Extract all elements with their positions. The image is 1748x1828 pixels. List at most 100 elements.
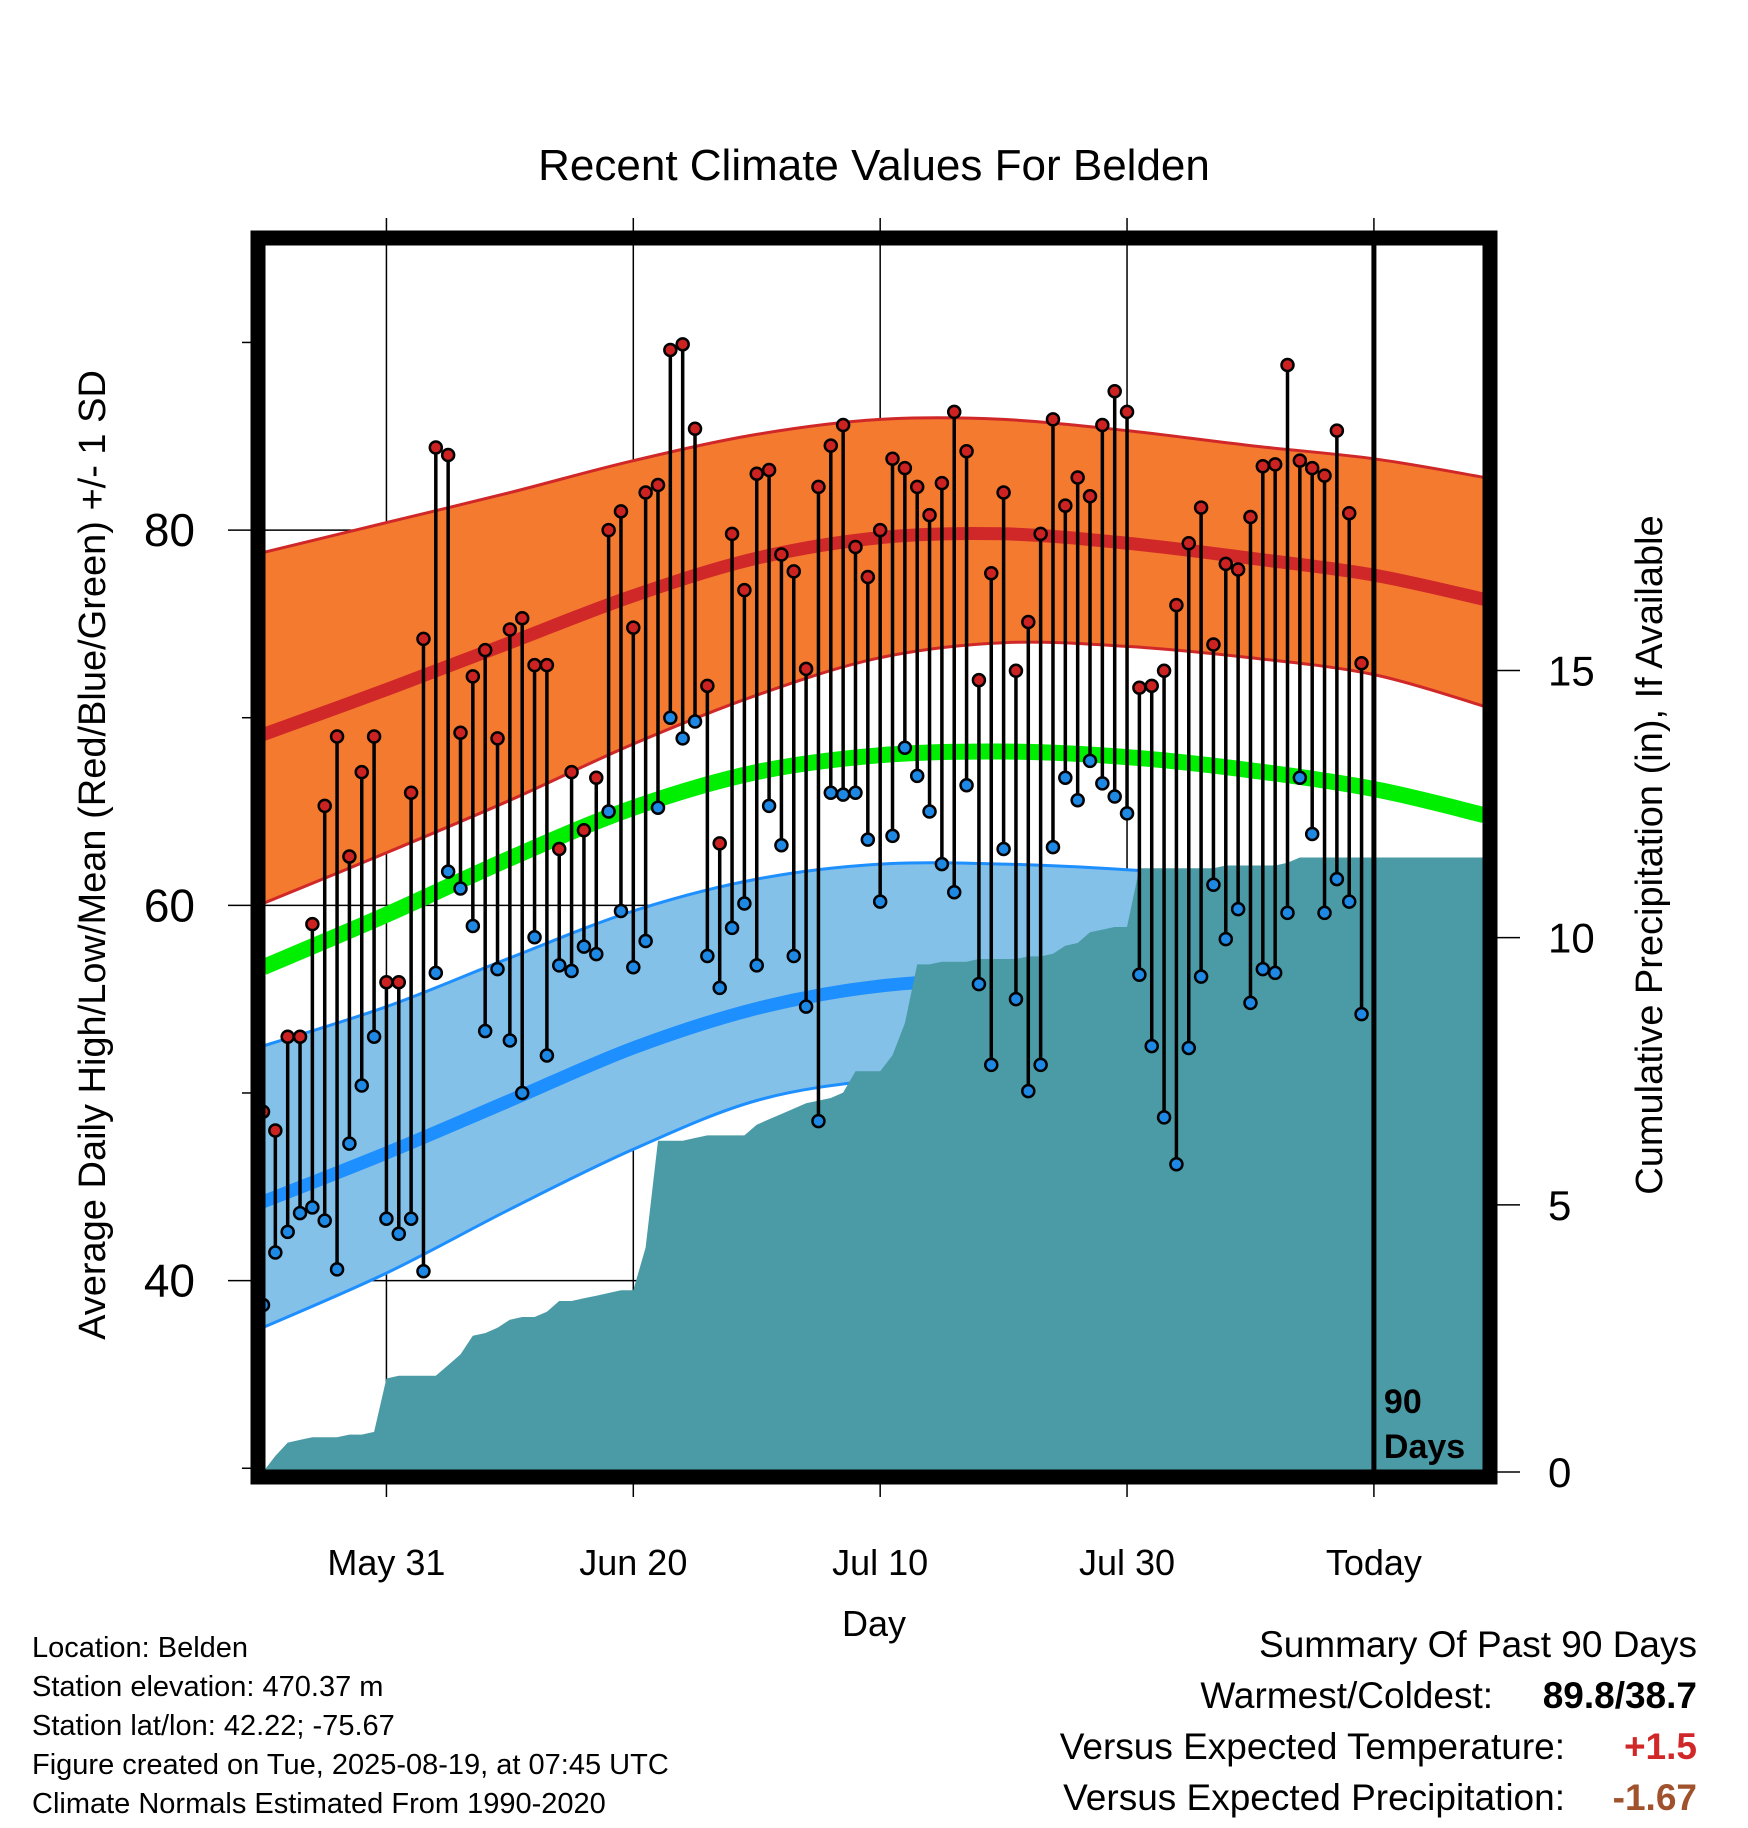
- daily-high-point: [724, 526, 740, 542]
- daily-high-point: [551, 841, 567, 857]
- daily-low-point: [453, 881, 468, 896]
- daily-low-point: [317, 1213, 332, 1228]
- daily-low-point: [465, 918, 481, 934]
- daily-high-point: [1021, 614, 1036, 630]
- daily-high-point: [811, 479, 826, 495]
- daily-high-point: [1329, 423, 1345, 438]
- daily-low-point: [1354, 1006, 1369, 1022]
- daily-high-point: [1255, 459, 1271, 474]
- daily-high-point: [527, 657, 542, 673]
- daily-low-point: [786, 948, 802, 964]
- daily-low-point: [589, 946, 604, 962]
- daily-high-point: [1193, 500, 1209, 515]
- daily-low-point: [724, 920, 740, 936]
- daily-high-point: [798, 661, 814, 677]
- daily-high-point: [1292, 453, 1308, 468]
- daily-low-point: [379, 1211, 394, 1226]
- daily-low-point: [675, 731, 690, 746]
- daily-high-point: [897, 460, 913, 476]
- daily-low-point: [564, 963, 579, 979]
- daily-high-point: [1045, 412, 1061, 427]
- daily-low-point: [835, 787, 851, 802]
- daily-low-point: [909, 768, 925, 784]
- daily-low-point: [811, 1113, 826, 1129]
- daily-low-point: [1181, 1040, 1197, 1056]
- daily-high-point: [465, 669, 481, 684]
- period-label-days: Days: [1384, 1428, 1465, 1466]
- daily-high-point: [984, 565, 999, 581]
- daily-low-point: [1008, 991, 1024, 1007]
- daily-high-point: [1033, 526, 1048, 542]
- daily-low-point: [774, 838, 789, 853]
- daily-low-point: [292, 1205, 308, 1221]
- daily-high-point: [971, 672, 987, 688]
- daily-low-point: [403, 1211, 419, 1226]
- daily-low-point: [885, 828, 900, 844]
- temp-anomaly-label: Versus Expected Temperature:: [1060, 1726, 1565, 1767]
- daily-low-point: [305, 1200, 320, 1215]
- daily-high-point: [1341, 505, 1357, 521]
- daily-low-point: [798, 999, 814, 1014]
- daily-low-point: [551, 958, 567, 973]
- daily-low-point: [1304, 826, 1320, 842]
- daily-high-point: [490, 731, 505, 746]
- daily-low-point: [329, 1262, 345, 1277]
- daily-low-point: [700, 948, 715, 964]
- daily-low-point: [897, 740, 913, 755]
- y2-tick-label: 5: [1548, 1182, 1571, 1229]
- daily-high-point: [774, 547, 789, 562]
- daily-high-point: [959, 444, 974, 459]
- daily-low-point: [1243, 995, 1258, 1011]
- daily-low-point: [663, 710, 678, 725]
- daily-low-point: [576, 939, 592, 954]
- daily-low-point: [1082, 753, 1098, 769]
- created-text: Figure created on Tue, 2025-08-19, at 07…: [32, 1749, 669, 1781]
- summary-heading: Summary Of Past 90 Days: [1259, 1624, 1697, 1665]
- daily-high-point: [946, 404, 962, 420]
- daily-high-point: [391, 975, 407, 990]
- daily-high-point: [354, 764, 369, 780]
- elevation-text: Station elevation: 470.37 m: [32, 1671, 383, 1703]
- daily-high-point: [700, 678, 715, 694]
- daily-high-point: [514, 611, 530, 626]
- warm-cold-value: 89.8/38.7: [1543, 1675, 1697, 1716]
- daily-high-point: [1169, 597, 1184, 613]
- daily-low-point: [1058, 770, 1073, 786]
- daily-low-point: [872, 894, 888, 909]
- daily-high-point: [786, 564, 802, 579]
- daily-high-point: [909, 479, 925, 495]
- daily-low-point: [391, 1226, 407, 1241]
- daily-high-point: [1230, 562, 1246, 577]
- daily-high-point: [268, 1123, 283, 1138]
- daily-low-point: [1329, 871, 1345, 887]
- plot-frame: [250, 230, 1498, 1485]
- x-tick-label: May 31: [327, 1542, 445, 1583]
- daily-high-point: [1008, 663, 1024, 679]
- daily-high-point: [823, 438, 839, 453]
- daily-low-point: [1169, 1157, 1184, 1172]
- daily-high-point: [589, 770, 604, 786]
- daily-high-point: [885, 451, 900, 467]
- daily-high-point: [477, 642, 493, 658]
- daily-high-point: [1095, 417, 1110, 433]
- daily-low-point: [539, 1048, 555, 1063]
- daily-high-point: [687, 421, 703, 437]
- daily-low-point: [1107, 789, 1122, 804]
- daily-low-point: [971, 976, 987, 992]
- daily-high-point: [1132, 680, 1147, 695]
- daily-low-point: [1255, 961, 1271, 977]
- daily-low-point: [761, 798, 777, 814]
- daily-high-point: [761, 462, 777, 478]
- x-tick-label: Today: [1326, 1542, 1422, 1583]
- plot-area: 90 Days May 31 Jun 20 Jul 10 Jul 30 Today 40 60 8…: [144, 218, 1595, 1583]
- y2-axis-label: Cumulative Precipitation (in), If Availa…: [1629, 515, 1671, 1194]
- daily-high-point: [1107, 383, 1122, 399]
- daily-low-point: [342, 1136, 357, 1151]
- daily-high-point: [366, 729, 382, 744]
- high-band-upper-edge: [263, 416, 1485, 555]
- daily-high-point: [379, 975, 394, 990]
- daily-low-point: [996, 841, 1011, 857]
- daily-low-point: [1280, 905, 1295, 921]
- daily-low-point: [1267, 965, 1283, 981]
